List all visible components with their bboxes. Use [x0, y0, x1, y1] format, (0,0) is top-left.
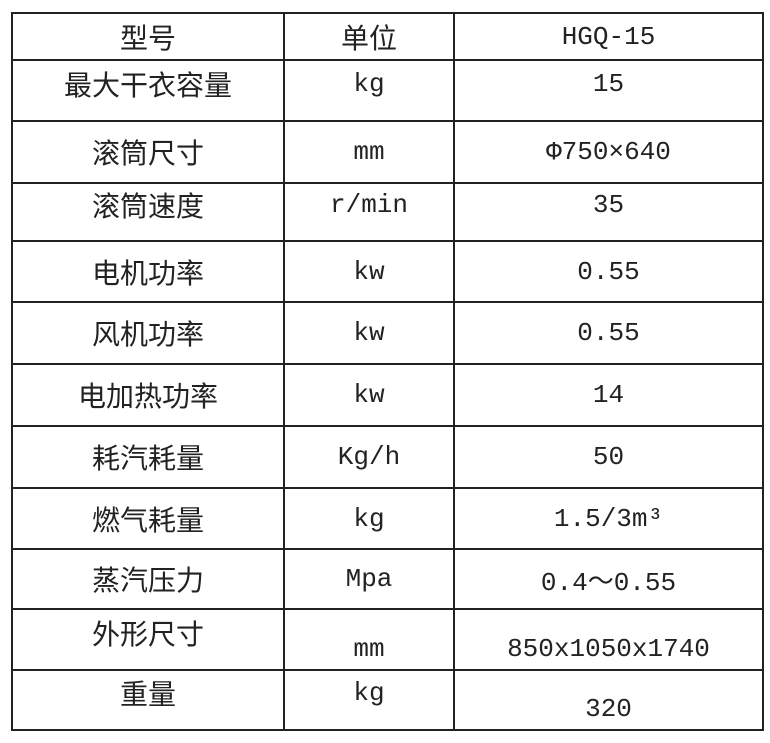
header-unit: 单位	[283, 12, 455, 61]
table-row: 电加热功率 kw 14	[11, 363, 764, 427]
param-cell: 重量	[11, 669, 285, 731]
value-cell: 1.5/3m³	[453, 487, 764, 550]
unit-cell: kw	[283, 240, 455, 303]
value-cell: 15	[453, 59, 764, 122]
table-row: 外形尺寸 mm 850x1050x1740	[11, 608, 764, 671]
unit-cell: kw	[283, 301, 455, 365]
header-model: HGQ-15	[453, 12, 764, 61]
value-cell: 850x1050x1740	[453, 608, 764, 671]
value-cell: 0.4～0.55	[453, 548, 764, 610]
value-cell: 50	[453, 425, 764, 489]
table-row: 滚筒速度 r/min 35	[11, 182, 764, 242]
param-cell: 最大干衣容量	[11, 59, 285, 122]
unit-cell: kw	[283, 363, 455, 427]
unit-cell: r/min	[283, 182, 455, 242]
param-cell: 滚筒速度	[11, 182, 285, 242]
unit-cell: kg	[283, 487, 455, 550]
value-cell: Φ750×640	[453, 120, 764, 184]
param-cell: 电机功率	[11, 240, 285, 303]
value-cell: 320	[453, 669, 764, 731]
unit-cell: mm	[283, 120, 455, 184]
value-cell: 0.55	[453, 240, 764, 303]
param-cell: 耗汽耗量	[11, 425, 285, 489]
spec-table: 型号 单位 HGQ-15 最大干衣容量 kg 15 滚筒尺寸 mm Φ750×6…	[11, 12, 764, 731]
table-row: 耗汽耗量 Kg/h 50	[11, 425, 764, 489]
table-row: 滚筒尺寸 mm Φ750×640	[11, 120, 764, 184]
param-cell: 风机功率	[11, 301, 285, 365]
table-row: 燃气耗量 kg 1.5/3m³	[11, 487, 764, 550]
unit-cell: mm	[283, 608, 455, 671]
unit-cell: Mpa	[283, 548, 455, 610]
table-row: 重量 kg 320	[11, 669, 764, 731]
param-cell: 外形尺寸	[11, 608, 285, 671]
param-cell: 燃气耗量	[11, 487, 285, 550]
param-cell: 电加热功率	[11, 363, 285, 427]
table-header-row: 型号 单位 HGQ-15	[11, 12, 764, 61]
table-row: 最大干衣容量 kg 15	[11, 59, 764, 122]
value-cell: 0.55	[453, 301, 764, 365]
table-row: 蒸汽压力 Mpa 0.4～0.55	[11, 548, 764, 610]
table-row: 风机功率 kw 0.55	[11, 301, 764, 365]
table-row: 电机功率 kw 0.55	[11, 240, 764, 303]
unit-cell: kg	[283, 59, 455, 122]
unit-cell: Kg/h	[283, 425, 455, 489]
param-cell: 滚筒尺寸	[11, 120, 285, 184]
header-param: 型号	[11, 12, 285, 61]
unit-cell: kg	[283, 669, 455, 731]
param-cell: 蒸汽压力	[11, 548, 285, 610]
value-cell: 14	[453, 363, 764, 427]
value-cell: 35	[453, 182, 764, 242]
